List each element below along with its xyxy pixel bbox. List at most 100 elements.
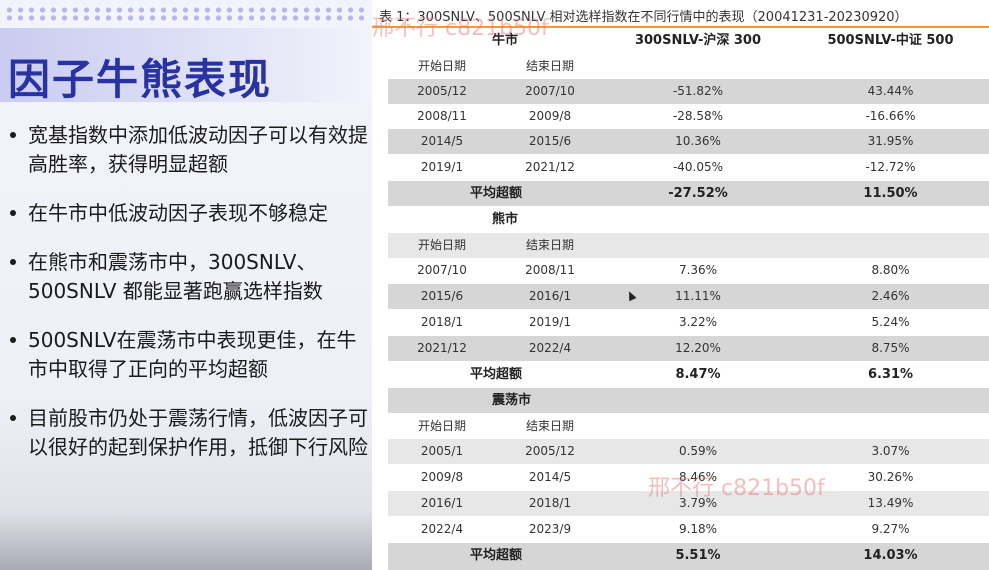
section-header-row: 震荡市 bbox=[388, 388, 989, 413]
cell-end: 2021/12 bbox=[525, 160, 575, 174]
cell-500: 31.95% bbox=[867, 134, 914, 148]
table-row: 2021/12 2022/4 12.20% 8.75% bbox=[388, 336, 989, 361]
table-row: 2007/10 2008/11 7.36% 8.80% bbox=[388, 258, 989, 283]
cell-300: 11.11% bbox=[675, 289, 721, 303]
slide-title: 因子牛熊表现 bbox=[8, 55, 273, 104]
cell-start: 2005/1 bbox=[420, 444, 464, 458]
average-300: 5.51% bbox=[675, 548, 721, 563]
column-header-500snlv: 500SNLV-中证 500 bbox=[827, 33, 954, 48]
date-label-row: 开始日期 结束日期 bbox=[388, 414, 989, 439]
slide-panel: 因子牛熊表现 宽基指数中添加低波动因子可以有效提高胜率，获得明显超额 在牛市中低… bbox=[0, 0, 372, 570]
end-date-label: 结束日期 bbox=[525, 238, 574, 252]
table-row: 2015/6 2016/1 11.11% 2.46% bbox=[388, 284, 989, 309]
cell-start: 2016/1 bbox=[420, 496, 464, 510]
table-row: 2022/4 2023/9 9.18% 9.27% bbox=[388, 517, 989, 542]
decorative-dots bbox=[4, 6, 364, 22]
column-header-300snlv: 300SNLV-沪深 300 bbox=[634, 33, 762, 48]
cell-end: 2015/6 bbox=[528, 134, 572, 148]
cell-start: 2018/1 bbox=[420, 315, 464, 329]
cell-start: 2015/6 bbox=[420, 289, 464, 303]
bullet-item: 在熊市和震荡市中，300SNLV、500SNLV 都能显著跑赢选样指数 bbox=[8, 248, 368, 306]
cell-end: 2016/1 bbox=[528, 289, 572, 303]
average-label: 平均超额 bbox=[469, 548, 522, 563]
table-row: 2009/8 2014/5 8.46% 30.26% bbox=[388, 465, 989, 490]
table-row: 2014/5 2015/6 10.36% 31.95% bbox=[388, 129, 989, 154]
cell-500: 3.07% bbox=[871, 444, 910, 458]
title-band bbox=[0, 28, 372, 102]
cell-500: 8.80% bbox=[871, 263, 910, 277]
cell-300: 7.36% bbox=[678, 263, 718, 277]
table-row: 2019/1 2021/12 -40.05% -12.72% bbox=[388, 155, 989, 180]
average-label: 平均超额 bbox=[469, 186, 522, 201]
average-row: 平均超额 8.47% 6.31% bbox=[388, 362, 989, 387]
table-row: 2008/11 2009/8 -28.58% -16.66% bbox=[388, 104, 989, 129]
cell-500: 9.27% bbox=[871, 522, 910, 536]
cell-300: 10.36% bbox=[675, 134, 721, 148]
cell-300: 9.18% bbox=[678, 522, 718, 536]
cell-end: 2008/11 bbox=[525, 263, 575, 277]
section-label-bear: 熊市 bbox=[492, 212, 519, 227]
average-300: -27.52% bbox=[668, 186, 728, 201]
cell-end: 2007/10 bbox=[525, 84, 575, 98]
cell-300: -40.05% bbox=[672, 160, 724, 174]
average-label: 平均超额 bbox=[469, 367, 522, 382]
end-date-label: 结束日期 bbox=[525, 419, 574, 433]
bullet-list: 宽基指数中添加低波动因子可以有效提高胜率，获得明显超额 在牛市中低波动因子表现不… bbox=[8, 121, 368, 482]
section-label-range: 震荡市 bbox=[492, 393, 532, 408]
cell-300: 3.22% bbox=[678, 315, 718, 329]
table-panel: 表 1：300SNLV、500SNLV 相对选样指数在不同行情中的表现（2004… bbox=[372, 0, 989, 570]
cell-500: 30.26% bbox=[867, 470, 914, 484]
cell-start: 2021/12 bbox=[417, 341, 467, 355]
bullet-item: 目前股市仍处于震荡行情，低波因子可以很好的起到保护作用，抵御下行风险 bbox=[8, 404, 368, 462]
cell-300: 0.59% bbox=[678, 444, 718, 458]
cell-end: 2014/5 bbox=[528, 470, 572, 484]
average-500: 11.50% bbox=[863, 186, 918, 201]
cell-end: 2018/1 bbox=[528, 496, 572, 510]
cell-500: 5.24% bbox=[871, 315, 910, 329]
cell-end: 2022/4 bbox=[528, 341, 572, 355]
cell-start: 2009/8 bbox=[420, 470, 464, 484]
cell-300: 12.20% bbox=[675, 341, 721, 355]
cell-500: 8.75% bbox=[871, 341, 910, 355]
cell-300: 3.79% bbox=[678, 496, 718, 510]
bullet-item: 宽基指数中添加低波动因子可以有效提高胜率，获得明显超额 bbox=[8, 121, 368, 179]
table-row: 2005/1 2005/12 0.59% 3.07% bbox=[388, 439, 989, 464]
cell-500: -12.72% bbox=[865, 160, 916, 174]
cell-500: 43.44% bbox=[867, 84, 914, 98]
cell-300: -51.82% bbox=[672, 84, 724, 98]
cell-500: 2.46% bbox=[871, 289, 910, 303]
average-row: 平均超额 -27.52% 11.50% bbox=[388, 181, 989, 206]
cell-500: 13.49% bbox=[867, 496, 914, 510]
cell-start: 2007/10 bbox=[417, 263, 467, 277]
average-row: 平均超额 5.51% 14.03% bbox=[388, 543, 989, 570]
cell-start: 2005/12 bbox=[417, 84, 467, 98]
bottom-shadow bbox=[0, 510, 372, 570]
section-label-bull: 牛市 bbox=[492, 33, 519, 48]
table-row: 2018/1 2019/1 3.22% 5.24% bbox=[388, 310, 989, 335]
table-header-row: 牛市 300SNLV-沪深 300 500SNLV-中证 500 bbox=[388, 28, 989, 53]
table-row: 2016/1 2018/1 3.79% 13.49% bbox=[388, 491, 989, 516]
cell-start: 2019/1 bbox=[420, 160, 464, 174]
cell-end: 2023/9 bbox=[528, 522, 572, 536]
cell-300: -28.58% bbox=[672, 109, 724, 123]
start-date-label: 开始日期 bbox=[417, 59, 466, 73]
cell-end: 2009/8 bbox=[528, 109, 572, 123]
table-row: 2005/12 2007/10 -51.82% 43.44% bbox=[388, 79, 989, 104]
average-500: 6.31% bbox=[867, 367, 914, 382]
cell-start: 2008/11 bbox=[417, 109, 467, 123]
date-label-row: 开始日期 结束日期 bbox=[388, 54, 989, 79]
date-label-row: 开始日期 结束日期 bbox=[388, 233, 989, 258]
cell-start: 2022/4 bbox=[420, 522, 464, 536]
cell-end: 2019/1 bbox=[528, 315, 572, 329]
bullet-item: 500SNLV在震荡市中表现更佳，在牛市中取得了正向的平均超额 bbox=[8, 326, 368, 384]
start-date-label: 开始日期 bbox=[417, 238, 466, 252]
average-300: 8.47% bbox=[675, 367, 721, 382]
end-date-label: 结束日期 bbox=[525, 59, 574, 73]
cell-500: -16.66% bbox=[865, 109, 916, 123]
cell-300: 8.46% bbox=[678, 470, 718, 484]
table-caption: 表 1：300SNLV、500SNLV 相对选样指数在不同行情中的表现（2004… bbox=[379, 10, 908, 25]
bullet-item: 在牛市中低波动因子表现不够稳定 bbox=[8, 199, 368, 228]
cell-start: 2014/5 bbox=[420, 134, 464, 148]
average-500: 14.03% bbox=[863, 548, 918, 563]
cell-end: 2005/12 bbox=[525, 444, 575, 458]
